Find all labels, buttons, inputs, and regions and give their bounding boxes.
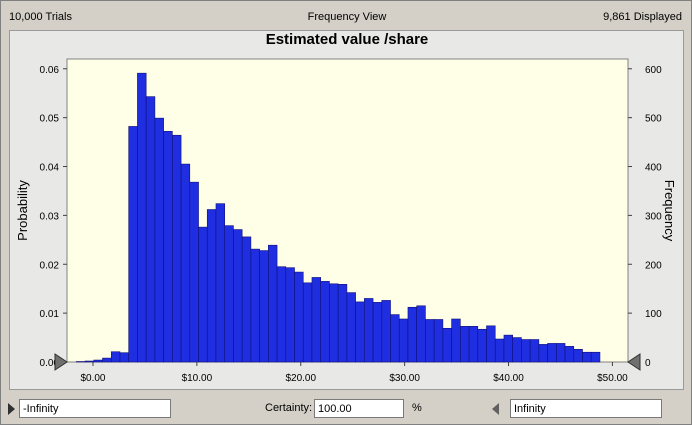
histogram-bar — [582, 351, 592, 363]
histogram-bar — [521, 339, 531, 363]
histogram-bar — [512, 337, 522, 363]
histogram-bar — [425, 319, 435, 363]
histogram-bar — [233, 229, 243, 363]
y-axis-title-right: Frequency — [662, 180, 677, 242]
histogram-bar — [189, 181, 199, 363]
histogram-bar — [416, 305, 426, 363]
histogram-bar — [390, 314, 400, 363]
histogram-bar — [250, 248, 260, 363]
histogram-bar — [93, 359, 103, 363]
histogram-bar — [215, 203, 226, 363]
trials-count: 10,000 Trials — [9, 11, 72, 23]
histogram-bar — [372, 302, 383, 363]
histogram-bar — [564, 346, 575, 363]
y-tick-label-right: 400 — [645, 163, 662, 174]
histogram-bar — [573, 348, 583, 363]
histogram-bar — [119, 352, 130, 363]
y-tick-label-left: 0.05 — [40, 114, 60, 125]
left-limit-field[interactable] — [19, 399, 171, 418]
y-tick-label-right: 300 — [645, 211, 662, 222]
y-tick-label-left: 0.04 — [40, 163, 60, 174]
histogram-bar — [460, 326, 470, 363]
y-axis-title-left: Probability — [15, 180, 30, 241]
y-tick-label-left: 0.01 — [40, 309, 60, 320]
histogram-bar — [84, 360, 95, 363]
histogram-bar — [477, 328, 487, 363]
histogram-bar — [294, 271, 304, 363]
histogram-bar — [590, 351, 601, 363]
x-tick-label: $40.00 — [493, 373, 524, 384]
x-tick-label: $0.00 — [80, 373, 105, 384]
histogram-bar — [320, 281, 330, 363]
x-tick-label: $50.00 — [597, 373, 628, 384]
histogram-bar — [206, 209, 217, 363]
histogram-bar — [110, 351, 121, 363]
histogram-bar — [285, 267, 295, 363]
y-tick-label-right: 0 — [645, 358, 651, 369]
right-limit-field[interactable] — [510, 399, 662, 418]
y-tick-label-left: 0.00 — [40, 358, 60, 369]
histogram-bar — [145, 96, 156, 363]
view-mode[interactable]: Frequency View — [307, 11, 387, 23]
histogram-bar — [442, 327, 452, 363]
histogram-bar — [268, 244, 278, 363]
histogram-bar — [529, 339, 540, 363]
histogram-bar — [398, 318, 409, 363]
histogram-bar — [494, 338, 505, 363]
histogram-bar — [346, 292, 356, 363]
histogram-bar — [224, 225, 234, 363]
left-limit-marker-icon[interactable] — [54, 353, 68, 371]
histogram-bar — [451, 318, 461, 363]
x-tick-label: $30.00 — [389, 373, 420, 384]
histogram-bar — [547, 343, 557, 363]
histogram-bar — [556, 343, 566, 363]
displayed-count: 9,861 Displayed — [603, 11, 682, 23]
histogram-bar — [381, 300, 391, 363]
histogram-bar — [329, 283, 339, 363]
histogram-bar — [538, 344, 548, 363]
certainty-label: Certainty: — [265, 402, 313, 414]
histogram-bar — [128, 126, 138, 363]
histogram-bar — [433, 319, 444, 363]
y-tick-label-left: 0.03 — [40, 211, 60, 222]
histogram-bar — [468, 326, 479, 363]
histogram-bar — [241, 236, 252, 363]
histogram-bar — [163, 131, 173, 363]
histogram-bar — [259, 250, 269, 363]
right-limit-marker-icon[interactable] — [627, 353, 641, 371]
frequency-chart: 0.00 0.01 0.02 0.03 0.04 0.05 0.06 0 100 200 300 40… — [15, 58, 677, 384]
histogram-bar — [407, 306, 417, 363]
right-limit-arrow-icon[interactable] — [492, 403, 499, 415]
histogram-bar — [198, 226, 208, 363]
histogram-bar — [337, 283, 348, 363]
y-tick-label-left: 0.06 — [40, 65, 60, 76]
histogram-bar — [276, 266, 287, 363]
histogram-bar — [172, 134, 182, 363]
header-bar: 10,000 Trials Frequency View 9,861 Displ… — [1, 1, 691, 23]
y-tick-label-right: 500 — [645, 114, 662, 125]
y-tick-label-right: 200 — [645, 260, 662, 271]
histogram-bar — [180, 163, 191, 363]
certainty-field[interactable] — [314, 399, 404, 418]
x-tick-label: $10.00 — [182, 373, 213, 384]
histogram-bar — [154, 117, 164, 363]
histogram-bar — [355, 301, 365, 363]
percent-label: % — [412, 402, 422, 414]
histogram-bar — [486, 325, 496, 363]
histogram-bar — [364, 298, 374, 363]
left-limit-arrow-icon[interactable] — [8, 403, 15, 415]
histogram-bar — [503, 334, 513, 363]
y-tick-label-right: 600 — [645, 65, 662, 76]
x-tick-label: $20.00 — [285, 373, 316, 384]
y-tick-label-left: 0.02 — [40, 260, 60, 271]
chart-title: Estimated value /share — [265, 31, 429, 48]
histogram-bar — [137, 72, 147, 363]
histogram-bar — [311, 277, 321, 363]
histogram-bar — [102, 357, 112, 363]
histogram-bar — [302, 282, 313, 363]
y-tick-label-right: 100 — [645, 309, 662, 320]
